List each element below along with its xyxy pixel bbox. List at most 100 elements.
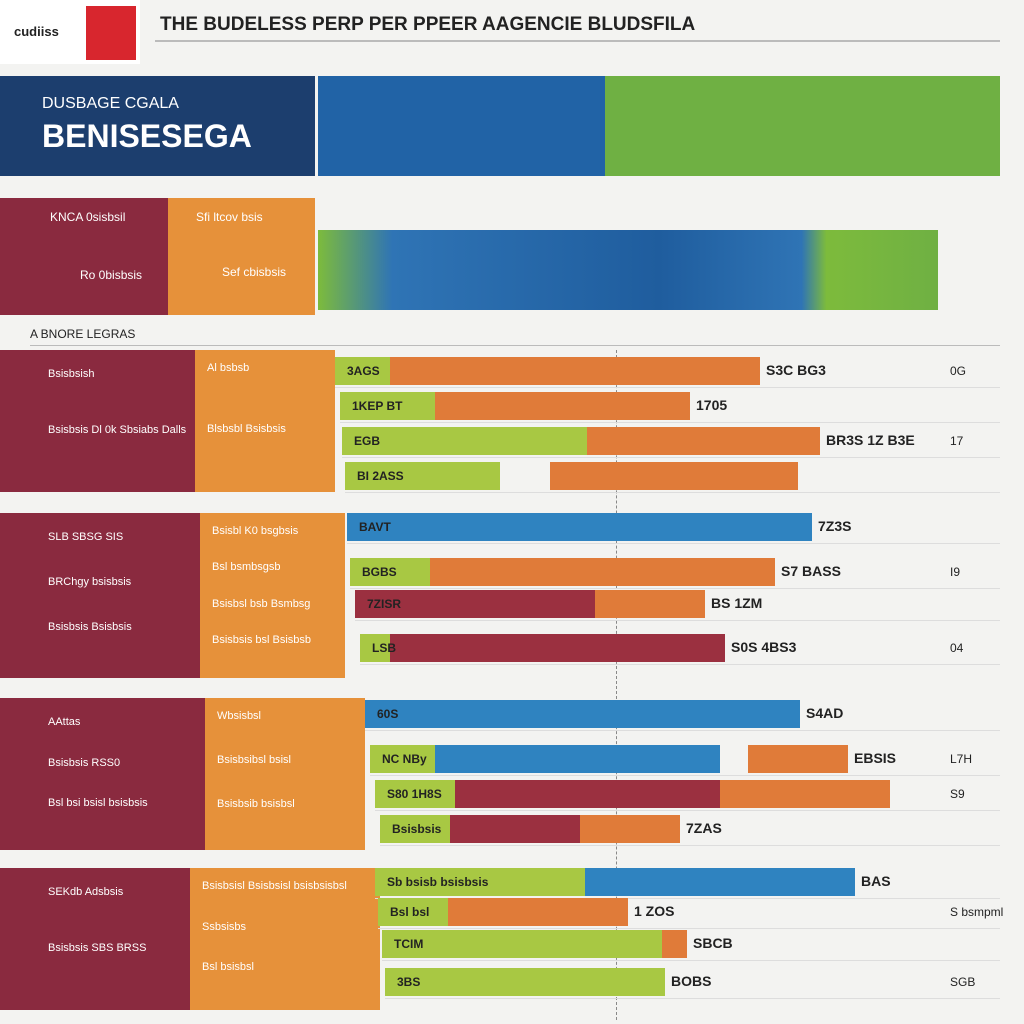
bar-segment [345, 462, 500, 490]
side-label: 0G [950, 364, 967, 378]
bar-label: 3BS [397, 975, 421, 989]
row-rule [365, 730, 1000, 731]
bar-segment [435, 745, 720, 773]
end-label: S0S 4BS3 [731, 639, 797, 655]
group-mid-label: Bsisbsisl Bsisbsisl bsisbsisbsl [202, 880, 347, 892]
intro-right-label: Sef cbisbsis [222, 265, 287, 279]
row-rule [382, 960, 1000, 961]
group-left [0, 513, 200, 678]
bar-label: Sb bsisb bsisbsis [387, 875, 489, 889]
group-mid [205, 698, 365, 850]
end-label: BR3S 1Z B3E [826, 432, 915, 448]
header-title: THE BUDELESS PERP PER PPEER AAGENCIE BLU… [160, 14, 696, 35]
end-label: 1705 [696, 397, 728, 413]
group-left [0, 868, 190, 1010]
group-left-label: Bsisbsis RSS0 [48, 756, 121, 769]
bar-segment [370, 745, 435, 773]
divider [616, 350, 617, 1020]
group-mid-label: Bsisbsibsl bsisl [217, 754, 291, 766]
group-left-label: Bsisbsis SBS BRSS [48, 942, 147, 954]
group-left-label: Bsisbsis Dl 0k Sbsiabs Dalls [48, 424, 187, 436]
bar-segment [380, 815, 450, 843]
group-mid-label: Al bsbsb [207, 362, 250, 374]
end-label: 1 ZOS [634, 903, 675, 919]
side-label: SGB [950, 975, 976, 989]
row-rule [335, 387, 1000, 388]
badge [86, 6, 136, 60]
bar-segment [390, 634, 725, 662]
bar-segment [340, 392, 435, 420]
section-label: A BNORE LEGRAS [30, 327, 136, 341]
group-mid-label: Wbsisbsl [217, 710, 262, 722]
end-label: BAS [861, 873, 891, 889]
group-left-label: Bsl bsi bsisl bsisbsis [48, 797, 148, 810]
row-rule [378, 928, 1000, 929]
row-rule [345, 492, 1000, 493]
bar-segment [455, 780, 720, 808]
hero-panel [0, 76, 315, 176]
bar-segment [587, 427, 820, 455]
bar-label: BGBS [362, 565, 397, 579]
bar-segment [615, 968, 665, 996]
hero-blue [318, 76, 605, 176]
bar-label: Bsl bsl [390, 905, 430, 919]
end-label: 7ZAS [686, 820, 722, 836]
side-label: S bsmpml [950, 905, 1004, 919]
bar-segment [355, 590, 595, 618]
group-mid-label: Bsisbl K0 bsgbsis [212, 525, 299, 537]
group-mid-label: Bsisbsib bsisbsl [217, 798, 295, 810]
bar-label: EGB [354, 434, 381, 448]
group-left-label: BRChgy bsisbsis [48, 576, 132, 588]
bar-segment [375, 780, 455, 808]
bar-label: BI 2ASS [357, 469, 404, 483]
intro-bar [318, 230, 938, 310]
group-mid-label: Ssbsisbs [202, 920, 247, 933]
row-rule [375, 810, 1000, 811]
hero-green [605, 76, 1000, 176]
group-mid-label: Bsl bsmbsgsb [212, 561, 281, 574]
bar-label: S80 1H8S [387, 787, 442, 801]
row-rule [375, 898, 1000, 899]
intro-mid [168, 198, 315, 315]
group-mid-label: Bsl bsisbsl [202, 961, 254, 974]
group-mid-label: Bsisbsis bsl Bsisbsb [212, 633, 312, 646]
bar-segment [360, 634, 390, 662]
side-label: I9 [950, 565, 961, 579]
hero-kicker: DUSBAGE CGALA [42, 95, 179, 112]
bar-label: 7ZISR [367, 597, 402, 611]
end-label: SBCB [693, 935, 733, 951]
rule [155, 40, 1000, 42]
bar-segment [662, 930, 687, 958]
end-label: BOBS [671, 973, 712, 989]
bar-label: 1KEP BT [352, 399, 403, 413]
bar-segment [385, 968, 615, 996]
row-rule [360, 664, 1000, 665]
bar-segment [390, 357, 760, 385]
group-mid [190, 868, 380, 1010]
bar-label: TCIM [394, 937, 424, 951]
side-label: 17 [950, 434, 964, 448]
bar-segment [450, 815, 580, 843]
hero-title: BENISESEGA [42, 118, 252, 154]
group-mid-label: Bsisbsl bsb Bsmbsg [212, 597, 311, 610]
bar-segment [595, 590, 705, 618]
bar-segment [365, 700, 800, 728]
bar-segment [448, 898, 628, 926]
row-rule [370, 775, 1000, 776]
end-label: EBSIS [854, 750, 897, 766]
rule [30, 345, 1000, 346]
bar-segment [350, 558, 430, 586]
bar-label: 3AGS [347, 364, 380, 378]
row-rule [350, 588, 1000, 589]
bar-segment [720, 780, 890, 808]
group-left-label: SLB SBSG SIS [48, 531, 124, 543]
bar-segment [580, 815, 680, 843]
group-left-label: Bsisbsish [48, 368, 95, 380]
bar-segment [435, 392, 690, 420]
row-rule [385, 998, 1000, 999]
bar-segment [378, 898, 448, 926]
side-label: S9 [950, 787, 965, 801]
group-mid-label: Blsbsbl Bsisbsis [207, 423, 286, 435]
bar-label: LSB [372, 641, 396, 655]
row-rule [340, 422, 1000, 423]
